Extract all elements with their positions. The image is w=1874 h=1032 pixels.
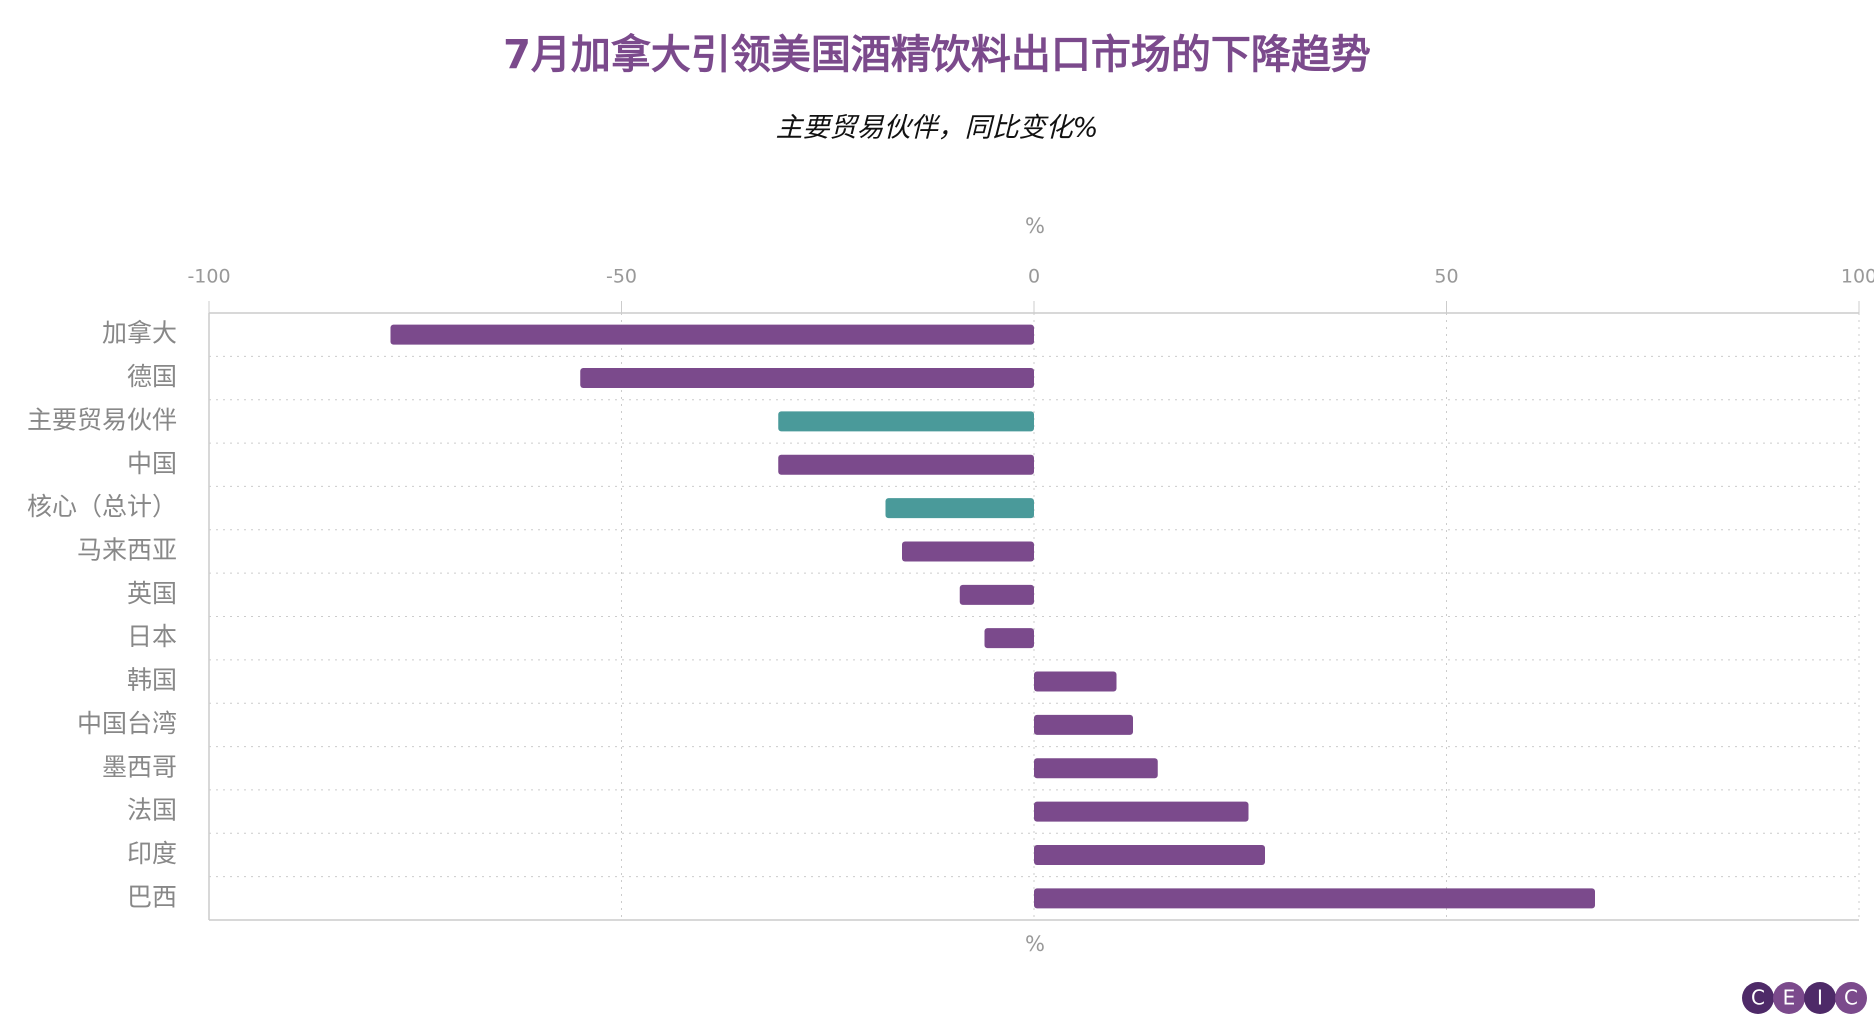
logo-circle [1773, 982, 1805, 1014]
category-label: 日本 [127, 622, 177, 651]
x-axis-label-bottom: % [1025, 932, 1045, 956]
bar [1034, 671, 1117, 692]
category-label: 主要贸易伙伴 [27, 405, 177, 434]
logo-letter: E [1783, 986, 1796, 1010]
category-label: 马来西亚 [77, 535, 177, 564]
x-tick-label: -50 [606, 266, 637, 288]
category-label: 墨西哥 [102, 752, 177, 781]
logo-letter: C [1844, 986, 1858, 1010]
category-label: 核心（总计） [27, 492, 177, 521]
bar [885, 498, 1034, 519]
chart-title: 7月加拿大引领美国酒精饮料出口市场的下降趋势 [503, 32, 1371, 78]
bar [1034, 758, 1158, 779]
category-label: 法国 [127, 796, 177, 825]
category-label: 英国 [127, 579, 177, 608]
logo-circle [1742, 982, 1774, 1014]
bar [390, 324, 1034, 345]
bar [959, 584, 1034, 605]
category-label: 中国台湾 [77, 709, 177, 738]
category-label: 巴西 [127, 882, 177, 911]
bar [1034, 888, 1595, 909]
bar [778, 411, 1034, 432]
x-tick-label: -100 [187, 266, 230, 288]
bar [580, 368, 1034, 389]
bar [984, 628, 1034, 649]
x-tick-label: 0 [1028, 266, 1040, 288]
bar [1034, 714, 1133, 735]
x-axis-label-top: % [1025, 214, 1045, 238]
category-label: 印度 [127, 839, 177, 868]
bar [902, 541, 1034, 562]
x-tick-label: 50 [1434, 266, 1458, 288]
bar [1034, 801, 1249, 822]
x-tick-label: 100 [1841, 266, 1874, 288]
logo-circle [1804, 982, 1836, 1014]
logo-letter: I [1817, 986, 1823, 1010]
logo-circle [1835, 982, 1867, 1014]
category-label: 韩国 [127, 666, 177, 695]
category-label: 德国 [127, 362, 177, 391]
bar [1034, 844, 1265, 865]
logo-letter: C [1751, 986, 1765, 1010]
category-label: 加拿大 [102, 319, 177, 348]
chart-subtitle: 主要贸易伙伴，同比变化% [776, 113, 1099, 144]
bar [778, 454, 1034, 475]
category-label: 中国 [127, 449, 177, 478]
